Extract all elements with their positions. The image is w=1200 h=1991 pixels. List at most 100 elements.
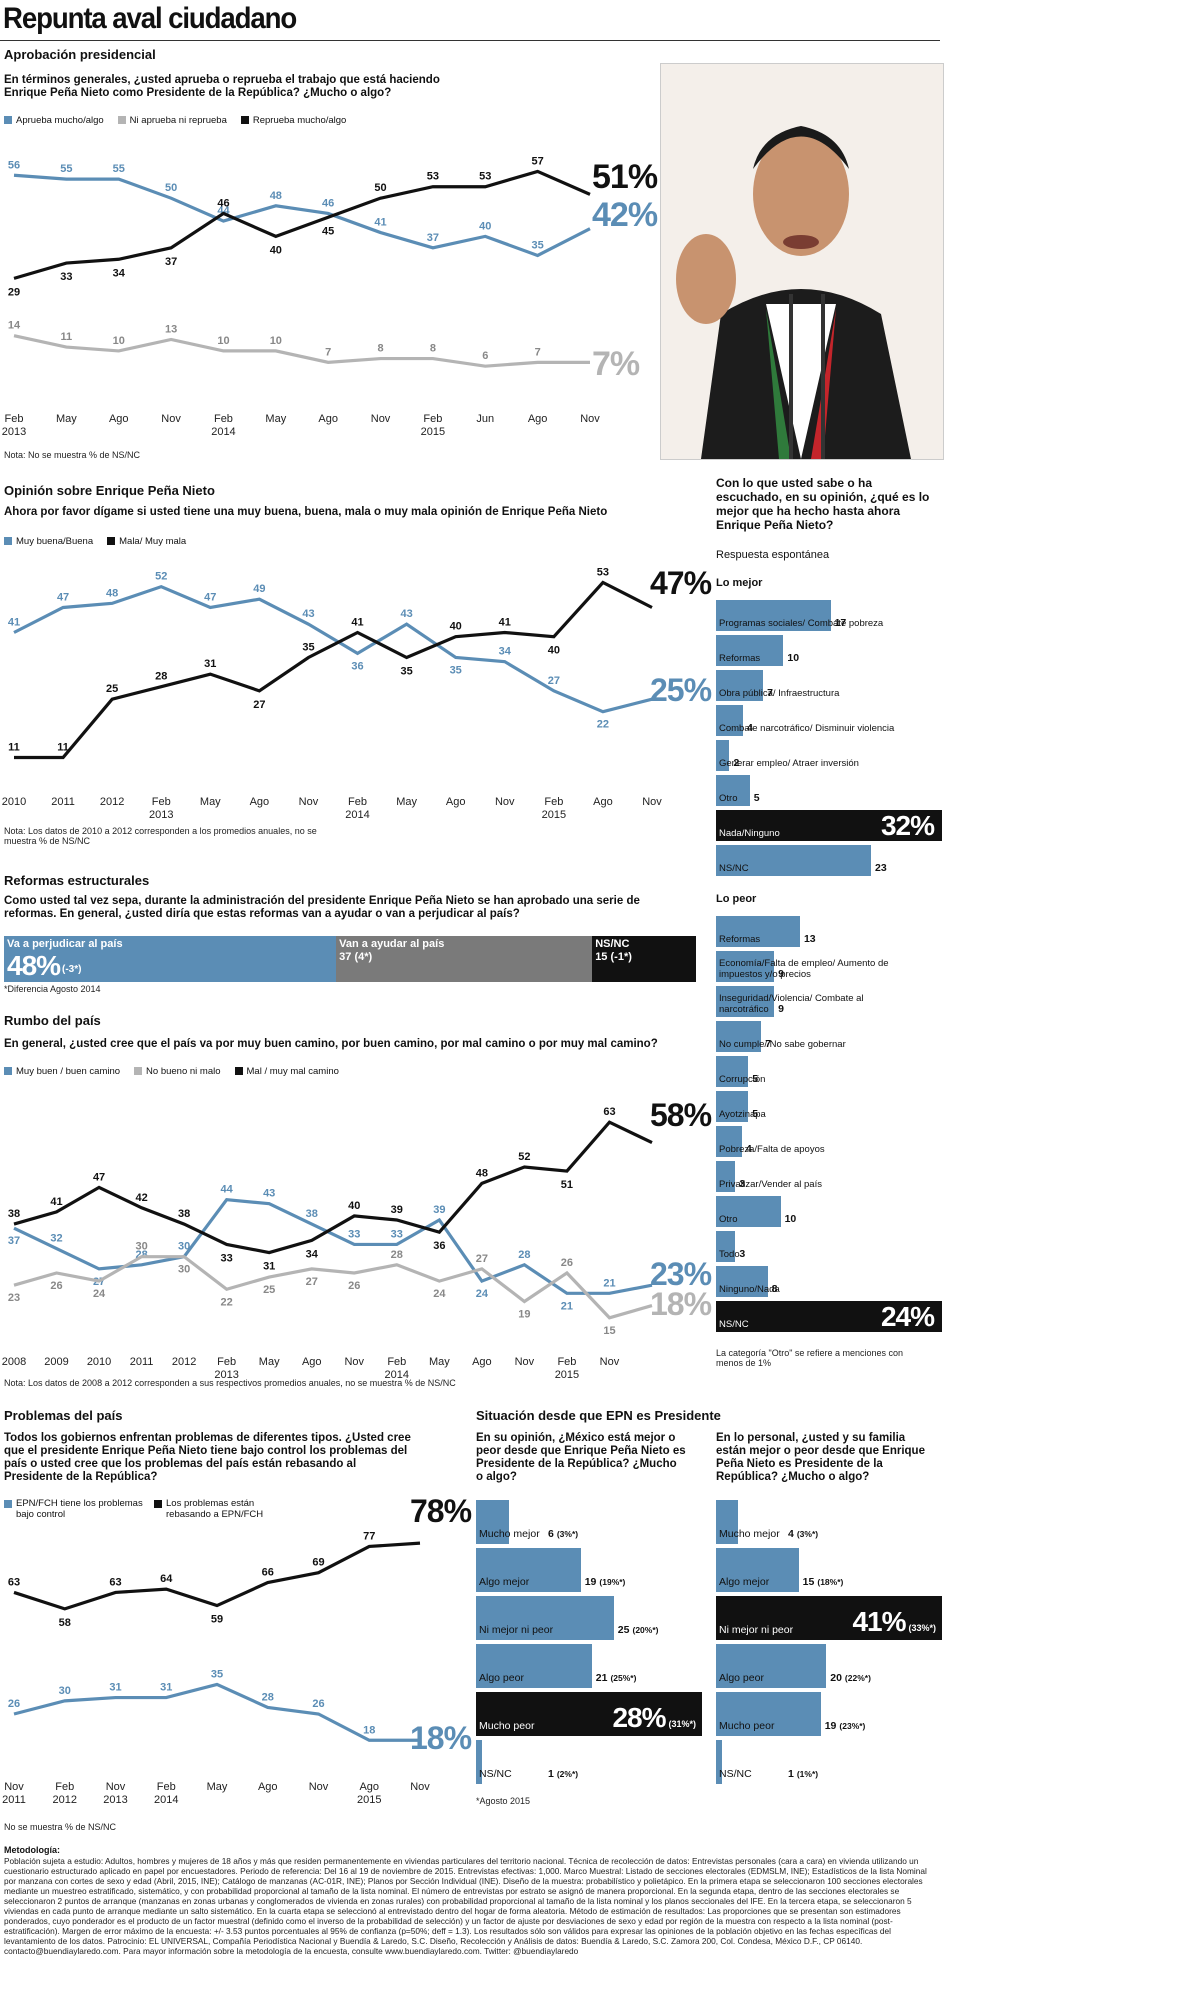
data-label: 22 [221,1296,233,1308]
x-tick-label-year: 2015 [555,1369,579,1380]
lopeor-row: Privatizar/Vender al país 3 [716,1161,942,1192]
mexico-bar [476,1644,592,1688]
lopeor-label: Todo [719,1249,740,1260]
lomejor-row: Otro 5 [716,775,942,806]
data-label: 34 [113,267,126,279]
familia-value-prev: (3%*) [796,1529,819,1539]
lopeor-bar [716,1126,742,1157]
data-label: 45 [322,225,334,237]
lomejor-bar [716,635,784,666]
mexico-label: Algo peor [479,1672,524,1684]
familia-value-prev: (33%*) [908,1623,936,1633]
lomejor-question: Con lo que usted sabe o ha escuchado, en… [716,476,930,532]
approval-final-aprueba: 42% [592,196,658,234]
lomejor-row: Generar empleo/ Atraer inversión 2 [716,740,942,771]
data-label: 11 [61,331,73,343]
data-label: 33 [221,1252,233,1264]
data-label: 53 [479,171,491,183]
opinion-chart: 41 47 48 52 47 49 43 36 43 35 34 27 22 11 11 25 28 31 27 35… [2,567,663,822]
data-label: 28 [155,671,167,683]
series-line-1 [14,580,653,760]
data-label: 30 [178,1241,190,1253]
lomejor-bar [716,705,743,736]
mexico-value-main: 25 [617,1624,630,1636]
data-label: 11 [57,742,69,754]
familia-bar [716,1692,821,1736]
data-label: 27 [548,675,560,687]
situacion-familia-chart: Mucho mejor 4 (3%*) Algo mejor 15 (18%*) Ni me… [716,1500,942,1790]
data-label: 33 [348,1228,360,1240]
x-tick-label: May [265,413,286,425]
familia-row: Algo mejor 15 (18%*) [716,1548,942,1592]
approval-question: En términos generales, ¿usted aprueba o … [4,74,440,99]
lopeor-bar [716,1196,781,1227]
data-label: 32 [50,1233,62,1245]
perjudicar-diff: (-3*) [62,964,82,975]
data-label: 33 [60,271,72,283]
data-label: 7 [535,346,541,358]
x-tick-label: May [56,413,77,425]
data-label: 13 [165,323,177,335]
familia-label: Mucho mejor [719,1528,780,1540]
data-label: 40 [479,220,491,232]
mexico-value-prev: (19%*) [599,1577,626,1587]
data-label: 21 [603,1277,615,1289]
reformas-bar: Va a perjudicar al país 48% (-3*) Van a … [4,936,696,982]
data-label: 51 [561,1179,573,1191]
lomejor-bar [716,670,764,701]
mexico-value: 21 (25%*) [596,1672,637,1684]
familia-bar [716,1740,722,1784]
mexico-row: Algo peor 21 (25%*) [476,1644,702,1688]
data-label: 37 [165,256,177,268]
data-label: 64 [160,1573,173,1585]
approval-final-reprueba: 51% [592,158,658,196]
data-label: 31 [204,658,216,670]
mexico-value-main: 6 [548,1528,554,1540]
x-tick-label-year: 2013 [149,809,173,821]
data-label: 21 [561,1300,573,1312]
x-tick-label-year: 2013 [214,1369,238,1380]
lomejor-chart: Programas sociales/ Combate pobreza 17 Ref… [716,600,942,880]
x-tick-label-year: 2015 [421,426,445,438]
perjudicar-label: Va a perjudicar al país [7,938,123,950]
x-tick-label: Feb [387,1356,406,1368]
familia-value: 19 (23%*) [825,1720,866,1732]
x-tick-label: Ago [446,796,466,808]
legend-ni-bueno: No bueno ni malo [134,1066,221,1077]
familia-value-prev: (23%*) [839,1721,866,1731]
lomejor-value: 32% [880,810,935,841]
lopeor-bar [716,1161,736,1192]
data-label: 31 [109,1682,121,1694]
data-label: 41 [374,217,386,229]
data-label: 34 [306,1248,319,1260]
data-label: 43 [302,608,314,620]
reformas-note: *Diferencia Agosto 2014 [4,984,101,994]
data-label: 52 [518,1151,530,1163]
x-tick-label: Jun [476,413,494,425]
series-line-2 [13,1120,653,1255]
lopeor-value: 5 [752,1073,759,1085]
mexico-bar [476,1692,702,1736]
nsnc-value: 15 [595,951,608,963]
lomejor-value: 10 [787,652,800,664]
mexico-value-main: 1 [548,1768,554,1780]
data-label: 50 [374,182,386,194]
data-label: 35 [532,239,544,251]
problemas-note: No se muestra % de NS/NC [4,1822,117,1832]
data-label: 24 [93,1288,106,1300]
lopeor-value: 7 [765,1038,772,1050]
x-tick-label: 2012 [100,796,124,808]
data-label: 47 [93,1171,105,1183]
mexico-value: 19 (19%*) [585,1576,626,1588]
lomejor-value: 17 [834,617,847,629]
x-tick-label: May [429,1356,450,1368]
lomejor-label: Combate narcotráfico/ Disminuir violenci… [719,723,895,734]
x-tick-label-year: 2011 [2,1794,26,1806]
lopeor-note: La categoría "Otro" se refiere a mencion… [716,1348,903,1368]
lomejor-label: Otro [719,793,738,804]
x-tick-label: Ago [258,1781,278,1793]
x-tick-label: 2009 [44,1356,68,1368]
lopeor-label: Ninguno/Nada [719,1284,780,1295]
page-title: Repunta aval ciudadano [3,2,297,35]
data-label: 35 [450,665,462,677]
